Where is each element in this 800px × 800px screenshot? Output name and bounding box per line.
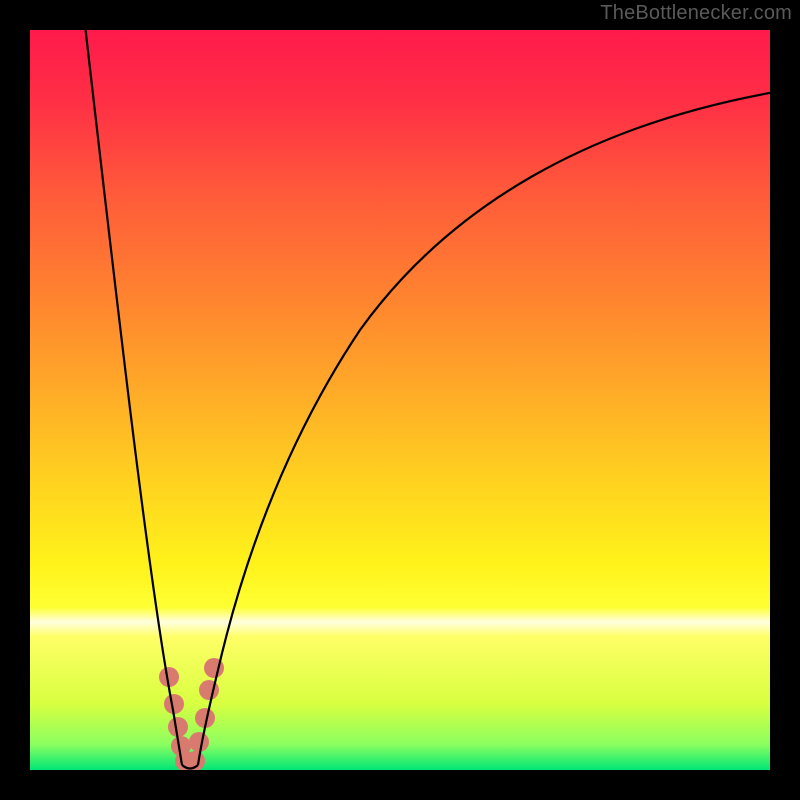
chart-svg: [30, 30, 770, 770]
chart-frame: TheBottlenecker.com: [0, 0, 800, 800]
data-point: [189, 732, 209, 752]
watermark-text: TheBottlenecker.com: [600, 2, 792, 25]
gradient-background: [30, 30, 770, 770]
plot-area: [30, 30, 770, 770]
